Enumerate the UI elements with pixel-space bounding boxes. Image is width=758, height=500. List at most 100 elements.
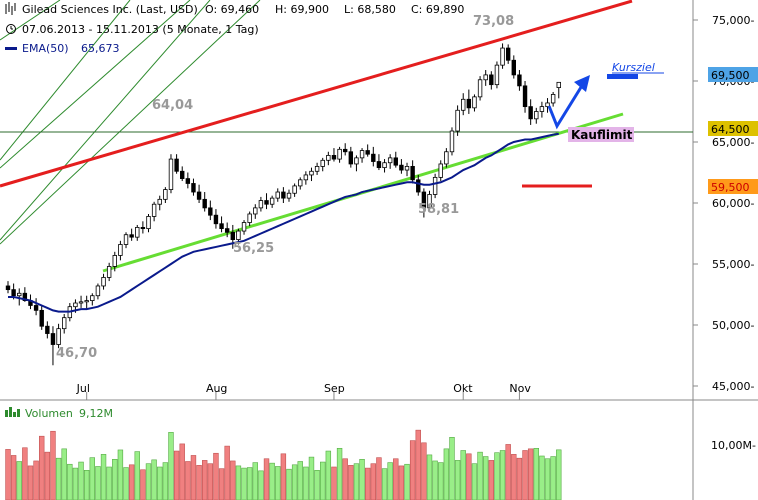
volume-bar: [466, 453, 472, 500]
candle-body: [359, 150, 365, 159]
volume-bar: [117, 449, 124, 500]
candle-body: [123, 234, 129, 245]
candle-body: [56, 328, 61, 345]
volume-bar: [539, 455, 545, 500]
kursziel-label: Kursziel: [612, 61, 655, 74]
volume-bar: [297, 461, 303, 500]
candle-body: [174, 158, 179, 172]
candle-body: [303, 174, 309, 181]
y-tick-label: 50,000-: [712, 319, 754, 332]
volume-bar: [527, 448, 534, 500]
candle-body: [449, 130, 455, 153]
volume-bar: [415, 429, 421, 500]
date-range: 07.06.2013 - 15.11.2013 (5 Monate, 1 Tag…: [22, 23, 259, 36]
instrument-title: Gilead Sciences Inc. (Last, USD): [22, 3, 198, 16]
candle-body: [466, 98, 472, 109]
volume-bar: [112, 458, 118, 500]
candle-body: [275, 191, 280, 199]
volume-bar: [106, 466, 112, 500]
open-value: O: 69,460: [205, 3, 259, 16]
candle-body: [258, 200, 264, 209]
volume-bar: [10, 455, 17, 500]
volume-legend: Volumen 9,12M: [5, 407, 113, 420]
volume-bar: [308, 456, 315, 500]
candle-body: [528, 106, 533, 120]
candle-body: [230, 231, 235, 240]
x-tick-label: Jul: [76, 382, 90, 395]
volume-bar: [55, 457, 62, 500]
candle-body: [438, 163, 443, 178]
volume-bar: [168, 432, 174, 500]
close-value: C: 69,890: [411, 3, 464, 16]
volume-bar: [303, 466, 309, 500]
candle-body: [382, 162, 387, 169]
candle-body: [11, 289, 16, 297]
volume-bar: [275, 466, 281, 500]
y-tick-label: 55,000-: [712, 258, 754, 271]
volume-bar: [224, 445, 230, 500]
volume-bar: [516, 457, 523, 500]
volume-bar: [95, 466, 101, 500]
candle-body: [253, 207, 258, 215]
low-value: L: 68,580: [344, 3, 396, 16]
volume-bar: [438, 462, 444, 500]
ema-legend-value: 65,673: [81, 42, 120, 55]
ema-legend-label: EMA(50): [22, 42, 69, 55]
volume-bar: [162, 462, 169, 500]
candle-body: [337, 148, 342, 160]
volume-bar: [387, 462, 393, 500]
candle-body: [416, 179, 421, 193]
volume-bar: [331, 466, 337, 500]
candle-body: [62, 317, 67, 330]
candle-body: [399, 164, 404, 171]
volume-bar: [556, 449, 562, 500]
volume-bar: [477, 451, 483, 500]
volume-bar: [376, 457, 382, 500]
candle-body: [5, 285, 11, 291]
candle-body: [489, 74, 494, 86]
candle-body: [461, 98, 466, 111]
candle-body: [90, 295, 95, 302]
volume-bar: [381, 468, 388, 500]
volume-bar: [83, 469, 90, 500]
candle-body: [39, 309, 44, 327]
candle-body: [326, 155, 331, 161]
bar-chart-icon: [5, 2, 16, 15]
volume-bar: [494, 452, 500, 500]
channel-line-3: [0, 0, 261, 245]
candle-body: [371, 153, 376, 162]
volume-bar: [72, 467, 79, 500]
candle-body: [191, 183, 196, 193]
price-tag-stop: 59,500: [711, 181, 750, 194]
candle-body: [106, 266, 112, 278]
candle-body: [550, 94, 556, 104]
volume-bar: [27, 465, 34, 500]
volume-bar: [241, 467, 247, 500]
volume-bar: [291, 464, 298, 500]
candle-body: [545, 102, 550, 108]
y-tick-label: 65,000-: [712, 136, 754, 149]
kauflimit-label: Kauflimit: [571, 128, 633, 142]
volume-bar: [522, 450, 528, 500]
kauflimit-box: [568, 127, 634, 142]
candle-body: [320, 159, 325, 167]
candle-body: [505, 47, 511, 61]
channel-line-0: [0, 0, 131, 161]
candle-body: [264, 200, 269, 205]
volume-bar: [246, 467, 253, 500]
volume-bar: [398, 465, 405, 500]
candle-body: [202, 198, 207, 209]
volume-bar: [359, 458, 365, 500]
y-tick-label: 75,000-: [712, 14, 754, 27]
volume-bar: [488, 460, 495, 500]
candle-body: [331, 155, 337, 160]
volume-bar: [196, 465, 202, 500]
volume-bar: [432, 460, 438, 500]
volume-bar: [128, 464, 135, 500]
volume-bar: [454, 460, 461, 500]
candle-body: [151, 203, 157, 217]
volume-bar: [89, 457, 96, 500]
candle-body: [522, 85, 528, 108]
volume-bar: [190, 455, 197, 500]
